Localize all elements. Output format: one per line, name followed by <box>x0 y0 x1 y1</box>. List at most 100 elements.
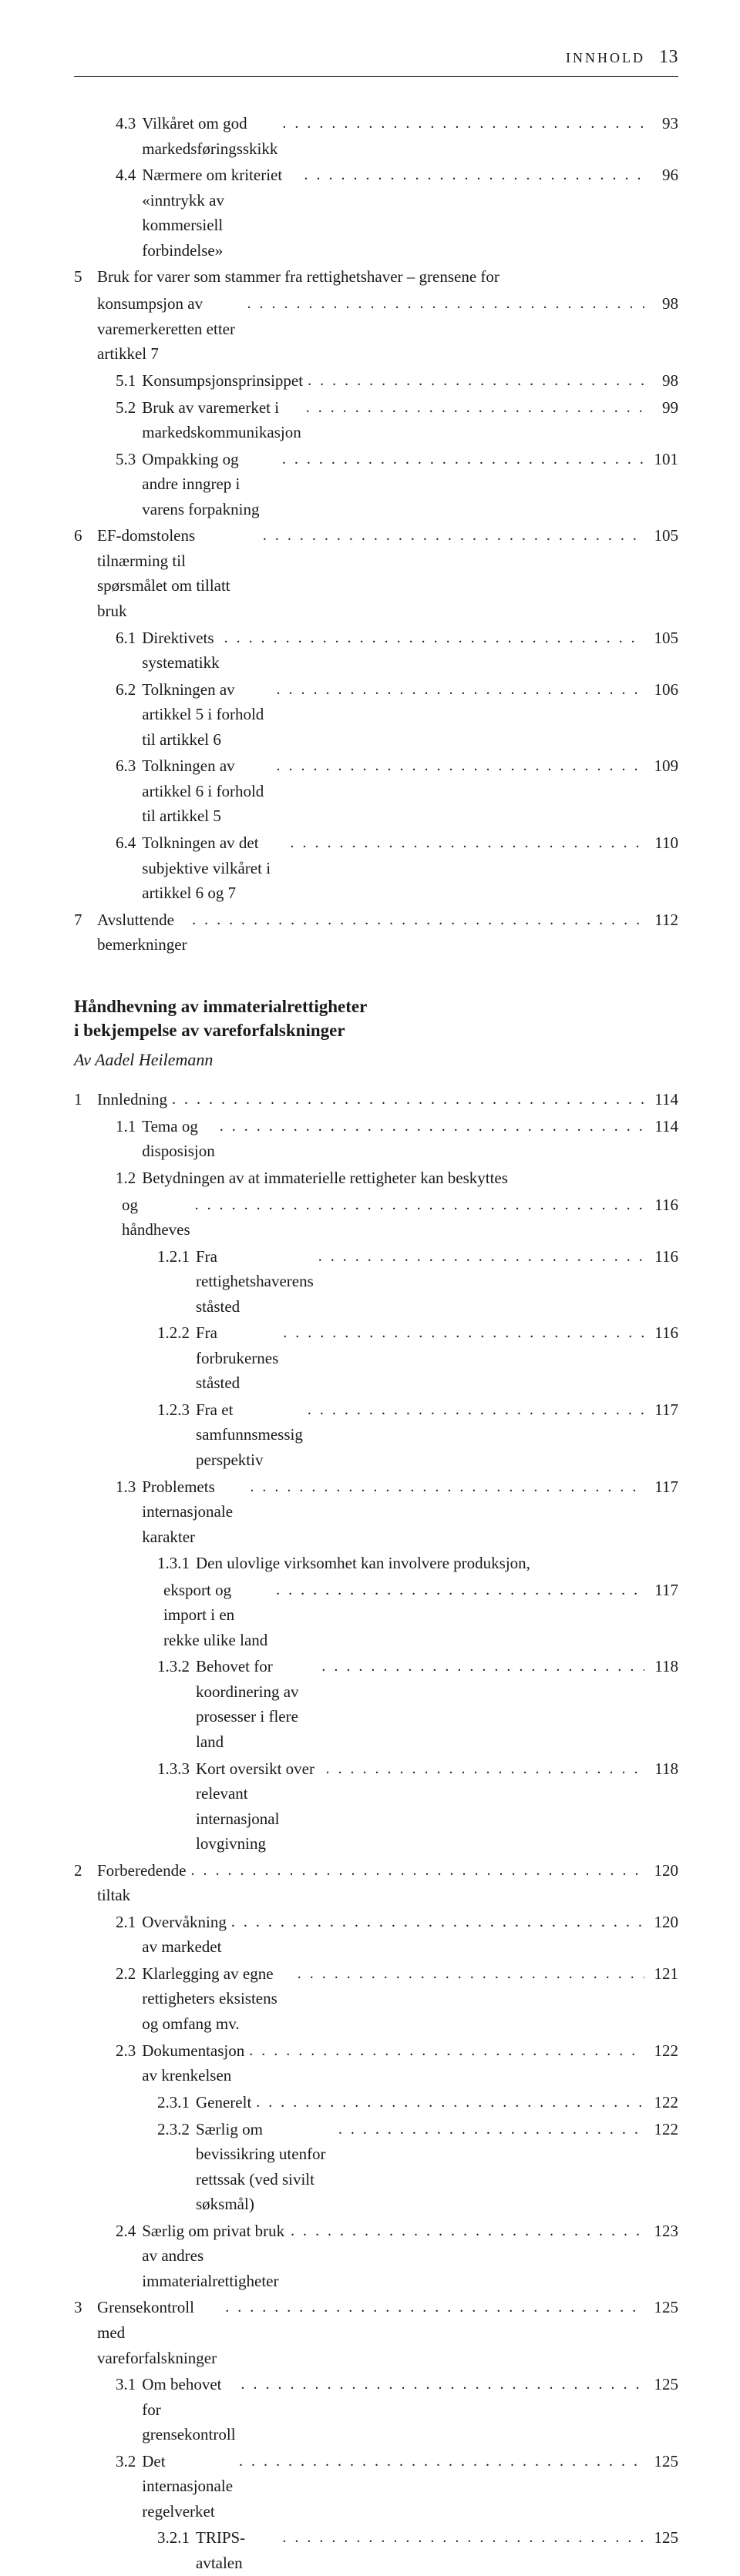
toc-entry: 6EF-domstolens tilnærming til spørsmålet… <box>74 523 678 623</box>
toc-entry-label: Den ulovlige virksomhet kan involvere pr… <box>196 1551 535 1576</box>
toc-entry-number: 2.3.2 <box>74 2117 196 2142</box>
toc-entry-page: 117 <box>644 1397 678 1423</box>
toc-entry-page: 118 <box>644 1654 678 1679</box>
toc-entry: 6.4Tolkningen av det subjektive vilkåret… <box>74 830 678 906</box>
toc-leader-dots: . . . . . . . . . . . . . . . . . . . . … <box>250 1475 644 1499</box>
toc-entry-number: 2.3 <box>74 2038 142 2064</box>
toc-entry-page: 125 <box>644 2525 678 2551</box>
toc-entry: 6.3Tolkningen av artikkel 6 i forhold ti… <box>74 753 678 829</box>
toc-entry-number: 4.4 <box>74 163 142 188</box>
toc-entry: 5.1Konsumpsjonsprinsippet. . . . . . . .… <box>74 368 678 394</box>
article-title-line1: Håndhevning av immaterialrettigheter <box>74 997 367 1016</box>
toc-entry-continuation: eksport og import i en rekke ulike land.… <box>74 1578 678 1653</box>
article-author: Av Aadel Heilemann <box>74 1047 678 1073</box>
toc-entry: 1.3.1Den ulovlige virksomhet kan involve… <box>74 1551 678 1576</box>
toc-entry-number: 2.4 <box>74 2219 142 2244</box>
toc-leader-dots: . . . . . . . . . . . . . . . . . . . . … <box>318 1245 644 1269</box>
toc-entry: 7Avsluttende bemerkninger. . . . . . . .… <box>74 907 678 958</box>
toc-entry-page: 105 <box>644 626 678 651</box>
toc-entry: 5Bruk for varer som stammer fra rettighe… <box>74 264 678 290</box>
toc-entry-label: Problemets internasjonale karakter <box>142 1474 250 1550</box>
toc-entry-label-cont: og håndheves <box>122 1192 195 1243</box>
toc-entry-page: 118 <box>644 1756 678 1782</box>
toc-leader-dots: . . . . . . . . . . . . . . . . . . . . … <box>304 163 644 187</box>
toc-leader-dots: . . . . . . . . . . . . . . . . . . . . … <box>239 2450 644 2474</box>
toc-entry-page: 98 <box>644 291 678 317</box>
toc-leader-dots: . . . . . . . . . . . . . . . . . . . . … <box>290 831 644 855</box>
toc-entry-label: Det internasjonale regelverket <box>142 2449 239 2524</box>
toc-leader-dots: . . . . . . . . . . . . . . . . . . . . … <box>172 1088 644 1112</box>
toc-entry-page: 114 <box>644 1087 678 1112</box>
toc-entry-number: 6.4 <box>74 830 142 856</box>
toc-entry-number: 1.3.2 <box>74 1654 196 1679</box>
toc-entry-label: TRIPS-avtalen artikkel 51–60 <box>196 2525 282 2576</box>
toc-entry-number: 1.2.1 <box>74 1244 196 1270</box>
toc-leader-dots: . . . . . . . . . . . . . . . . . . . . … <box>220 1115 644 1139</box>
toc-entry: 3.1Om behovet for grensekontroll. . . . … <box>74 2372 678 2447</box>
running-header: INNHOLD 13 <box>74 43 678 77</box>
toc-entry-label: Bruk av varemerket i markedskommunikasjo… <box>142 395 305 445</box>
toc-entry-page: 121 <box>644 1961 678 1987</box>
toc-entry-number: 2.1 <box>74 1910 142 1935</box>
toc-entry-number: 2 <box>74 1858 97 1883</box>
toc-entry-number: 5.2 <box>74 395 142 421</box>
toc-entry-label: Overvåkning av markedet <box>142 1910 231 1960</box>
toc-entry-page: 98 <box>644 368 678 394</box>
toc-entry: 4.3Vilkåret om god markedsføringsskikk. … <box>74 111 678 161</box>
toc-entry-page: 122 <box>644 2090 678 2115</box>
toc-leader-dots: . . . . . . . . . . . . . . . . . . . . … <box>298 1962 644 1986</box>
toc-entry-label: Dokumentasjon av krenkelsen <box>142 2038 249 2088</box>
toc-entry-number: 3.2.1 <box>74 2525 196 2551</box>
toc-entry-label: Direktivets systematikk <box>142 626 224 676</box>
toc-entry: 2.2Klarlegging av egne rettigheters eksi… <box>74 1961 678 2037</box>
toc-leader-dots: . . . . . . . . . . . . . . . . . . . . … <box>306 396 644 420</box>
toc-block-1: 4.3Vilkåret om god markedsføringsskikk. … <box>74 111 678 958</box>
toc-entry: 2.3.2Særlig om bevissikring utenfor rett… <box>74 2117 678 2217</box>
toc-entry-page: 117 <box>644 1474 678 1500</box>
toc-leader-dots: . . . . . . . . . . . . . . . . . . . . … <box>283 1321 644 1345</box>
toc-leader-dots: . . . . . . . . . . . . . . . . . . . . … <box>282 448 644 471</box>
toc-entry-number: 5.1 <box>74 368 142 394</box>
toc-leader-dots: . . . . . . . . . . . . . . . . . . . . … <box>247 292 644 316</box>
toc-leader-dots: . . . . . . . . . . . . . . . . . . . . … <box>192 908 644 932</box>
toc-leader-dots: . . . . . . . . . . . . . . . . . . . . … <box>325 1757 644 1781</box>
toc-entry-label: Innledning <box>97 1087 172 1112</box>
toc-leader-dots: . . . . . . . . . . . . . . . . . . . . … <box>240 2373 644 2397</box>
toc-entry-number: 7 <box>74 907 97 933</box>
toc-entry-number: 2.2 <box>74 1961 142 1987</box>
toc-entry: 3.2.1TRIPS-avtalen artikkel 51–60. . . .… <box>74 2525 678 2576</box>
toc-entry-page: 116 <box>644 1320 678 1346</box>
toc-entry-page: 116 <box>644 1192 678 1218</box>
toc-entry-page: 120 <box>644 1858 678 1883</box>
toc-entry-number: 3 <box>74 2295 97 2320</box>
toc-entry-number: 2.3.1 <box>74 2090 196 2115</box>
toc-entry-number: 1 <box>74 1087 97 1112</box>
toc-entry-number: 6.3 <box>74 753 142 779</box>
toc-entry: 5.2Bruk av varemerket i markedskommunika… <box>74 395 678 445</box>
toc-leader-dots: . . . . . . . . . . . . . . . . . . . . … <box>195 1193 644 1217</box>
toc-leader-dots: . . . . . . . . . . . . . . . . . . . . … <box>282 2526 644 2550</box>
toc-entry-number: 1.3.1 <box>74 1551 196 1576</box>
toc-entry-page: 101 <box>644 447 678 472</box>
toc-entry-page: 120 <box>644 1910 678 1935</box>
toc-leader-dots: . . . . . . . . . . . . . . . . . . . . … <box>256 2091 644 2115</box>
article-title: Håndhevning av immaterialrettigheter i b… <box>74 995 678 1042</box>
toc-entry-label: Grensekontroll med vareforfalskninger <box>97 2295 225 2370</box>
toc-entry-page: 105 <box>644 523 678 548</box>
toc-leader-dots: . . . . . . . . . . . . . . . . . . . . … <box>291 2219 644 2243</box>
toc-entry-page: 116 <box>644 1244 678 1270</box>
toc-entry: 1.3.3Kort oversikt over relevant interna… <box>74 1756 678 1857</box>
toc-entry: 2.1Overvåkning av markedet. . . . . . . … <box>74 1910 678 1960</box>
toc-entry: 1.1Tema og disposisjon. . . . . . . . . … <box>74 1114 678 1164</box>
toc-entry-label: Vilkåret om god markedsføringsskikk <box>142 111 282 161</box>
toc-entry-label: Særlig om privat bruk av andres immateri… <box>142 2219 291 2294</box>
toc-entry-label: Om behovet for grensekontroll <box>142 2372 240 2447</box>
toc-entry-page: 106 <box>644 677 678 703</box>
toc-leader-dots: . . . . . . . . . . . . . . . . . . . . … <box>276 678 644 702</box>
toc-leader-dots: . . . . . . . . . . . . . . . . . . . . … <box>276 1578 644 1602</box>
toc-entry-number: 1.3 <box>74 1474 142 1500</box>
toc-entry-label: Forberedende tiltak <box>97 1858 190 1908</box>
header-page-number: 13 <box>659 43 678 72</box>
toc-leader-dots: . . . . . . . . . . . . . . . . . . . . … <box>224 626 644 650</box>
toc-entry-number: 1.3.3 <box>74 1756 196 1782</box>
